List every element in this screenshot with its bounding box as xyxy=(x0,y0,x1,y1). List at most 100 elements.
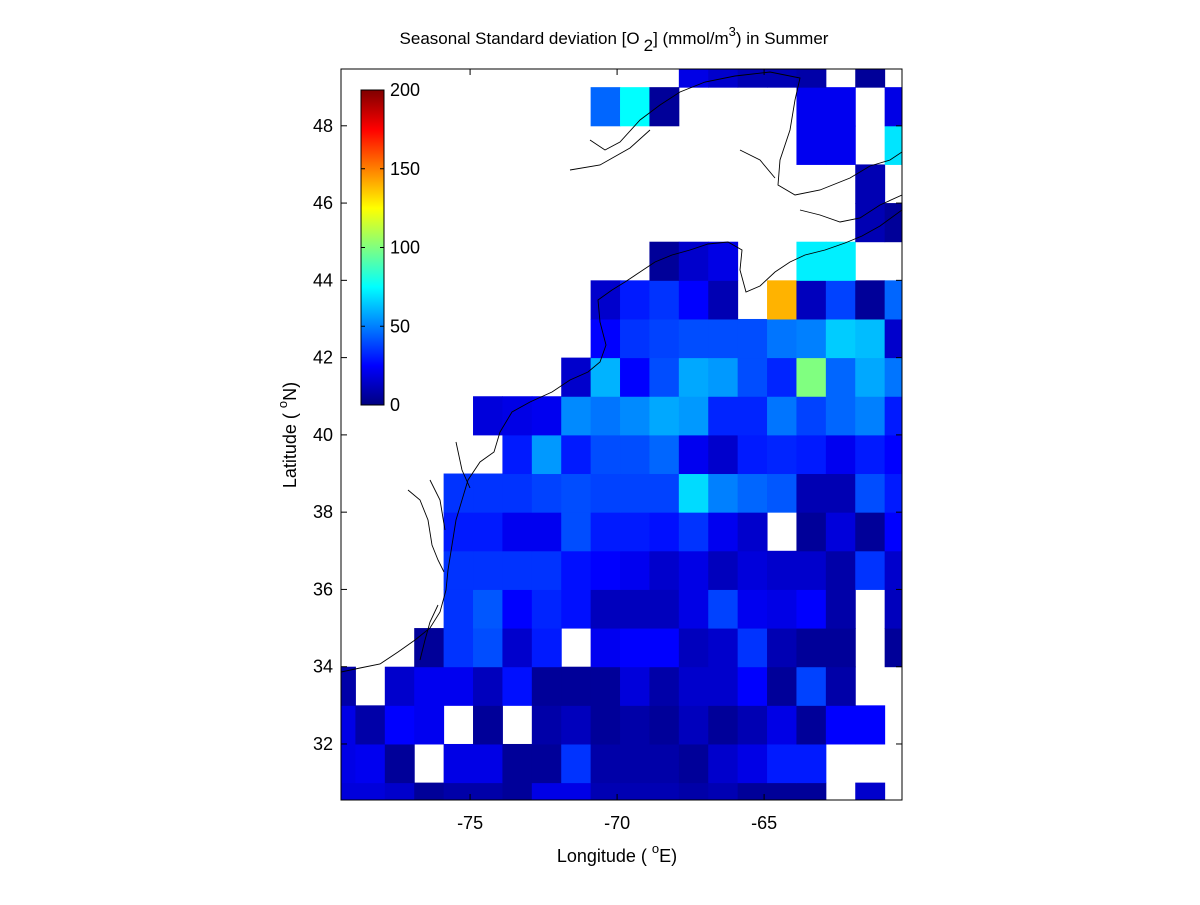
heatmap-cell xyxy=(473,550,503,590)
heatmap-cell xyxy=(620,280,650,320)
y-tick-label: 38 xyxy=(313,502,333,522)
heatmap-cell xyxy=(384,743,415,784)
heatmap-cell xyxy=(414,782,445,800)
heatmap-cell xyxy=(884,318,902,359)
heatmap xyxy=(341,69,902,800)
heatmap-cell xyxy=(825,705,856,745)
heatmap-cell xyxy=(737,473,768,513)
title-subscript: 2 xyxy=(644,36,653,55)
heatmap-cell xyxy=(708,473,739,513)
heatmap-cell xyxy=(884,357,902,397)
heatmap-cell xyxy=(825,125,856,165)
heatmap-cell xyxy=(767,705,797,745)
heatmap-cell xyxy=(590,743,621,784)
heatmap-cell xyxy=(531,396,562,436)
axes: -75 -70 -65 32 34 36 38 40 42 44 46 48 xyxy=(313,69,902,833)
heatmap-cell xyxy=(708,434,739,475)
heatmap-cell xyxy=(384,666,415,706)
heatmap-cell xyxy=(649,280,680,320)
heatmap-cell xyxy=(590,512,621,552)
heatmap-cell xyxy=(796,705,827,745)
heatmap-cell xyxy=(443,628,474,668)
x-tick-label: -65 xyxy=(751,813,777,833)
colorbar-tick-label: 200 xyxy=(390,80,420,100)
heatmap-cell xyxy=(767,782,797,800)
y-tick-label: 34 xyxy=(313,657,333,677)
heatmap-cell xyxy=(855,473,886,513)
heatmap-cell xyxy=(855,396,886,436)
heatmap-cell xyxy=(443,550,474,590)
heatmap-cell xyxy=(531,705,562,745)
heatmap-cell xyxy=(708,318,739,359)
heatmap-cell xyxy=(767,550,797,590)
heatmap-cell xyxy=(825,280,856,320)
y-tick-label: 40 xyxy=(313,425,333,445)
heatmap-cell xyxy=(502,396,533,436)
heatmap-cell xyxy=(443,782,474,800)
heatmap-cell xyxy=(796,357,827,397)
heatmap-cell xyxy=(590,318,621,359)
heatmap-cell xyxy=(825,512,856,552)
y-tick-label: 44 xyxy=(313,270,333,290)
heatmap-cell xyxy=(678,782,709,800)
coastline xyxy=(341,71,902,673)
heatmap-cell xyxy=(767,628,797,668)
heatmap-cell xyxy=(649,705,680,745)
heatmap-cell xyxy=(649,87,680,127)
heatmap-cell xyxy=(678,396,709,436)
heatmap-cell xyxy=(561,473,592,513)
heatmap-cell xyxy=(561,434,592,475)
heatmap-cell xyxy=(796,666,827,706)
heatmap-cell xyxy=(767,318,797,359)
heatmap-cell xyxy=(561,396,592,436)
heatmap-cell xyxy=(473,589,503,629)
heatmap-cell xyxy=(649,743,680,784)
heatmap-cell xyxy=(855,69,886,88)
y-tick-label: 42 xyxy=(313,348,333,368)
heatmap-cell xyxy=(473,473,503,513)
heatmap-cell xyxy=(884,589,902,629)
heatmap-cell xyxy=(708,782,739,800)
heatmap-cell xyxy=(737,357,768,397)
heatmap-cell xyxy=(708,241,739,281)
heatmap-cell xyxy=(649,782,680,800)
heatmap-cell xyxy=(384,782,415,800)
title-part: Seasonal Standard deviation [O xyxy=(400,29,640,48)
heatmap-cell xyxy=(649,473,680,513)
heatmap-cell xyxy=(649,512,680,552)
heatmap-cell xyxy=(384,705,415,745)
heatmap-cell xyxy=(855,318,886,359)
heatmap-cell xyxy=(855,280,886,320)
label-part: Latitude ( xyxy=(280,408,300,488)
heatmap-cell xyxy=(884,512,902,552)
heatmap-cell xyxy=(678,512,709,552)
label-part: Longitude ( xyxy=(557,846,652,866)
heatmap-cell xyxy=(620,705,650,745)
heatmap-cell xyxy=(767,743,797,784)
heatmap-cell xyxy=(473,782,503,800)
heatmap-cell xyxy=(620,512,650,552)
heatmap-cell xyxy=(414,705,445,745)
label-superscript: o xyxy=(275,401,290,408)
heatmap-cell xyxy=(341,666,356,706)
heatmap-cell xyxy=(502,743,533,784)
heatmap-cell xyxy=(590,550,621,590)
colorbar-tick-label: 150 xyxy=(390,159,420,179)
heatmap-cell xyxy=(737,69,768,88)
heatmap-cell xyxy=(590,589,621,629)
heatmap-cell xyxy=(737,396,768,436)
heatmap-cell xyxy=(796,589,827,629)
heatmap-cell xyxy=(678,69,709,88)
heatmap-cell xyxy=(620,473,650,513)
heatmap-cell xyxy=(737,589,768,629)
heatmap-cell xyxy=(678,589,709,629)
heatmap-cell xyxy=(561,705,592,745)
heatmap-cell xyxy=(649,550,680,590)
heatmap-cell xyxy=(737,628,768,668)
heatmap-cell xyxy=(678,666,709,706)
heatmap-cell xyxy=(590,473,621,513)
heatmap-cell xyxy=(590,357,621,397)
heatmap-cell xyxy=(796,512,827,552)
heatmap-cell xyxy=(855,203,886,243)
